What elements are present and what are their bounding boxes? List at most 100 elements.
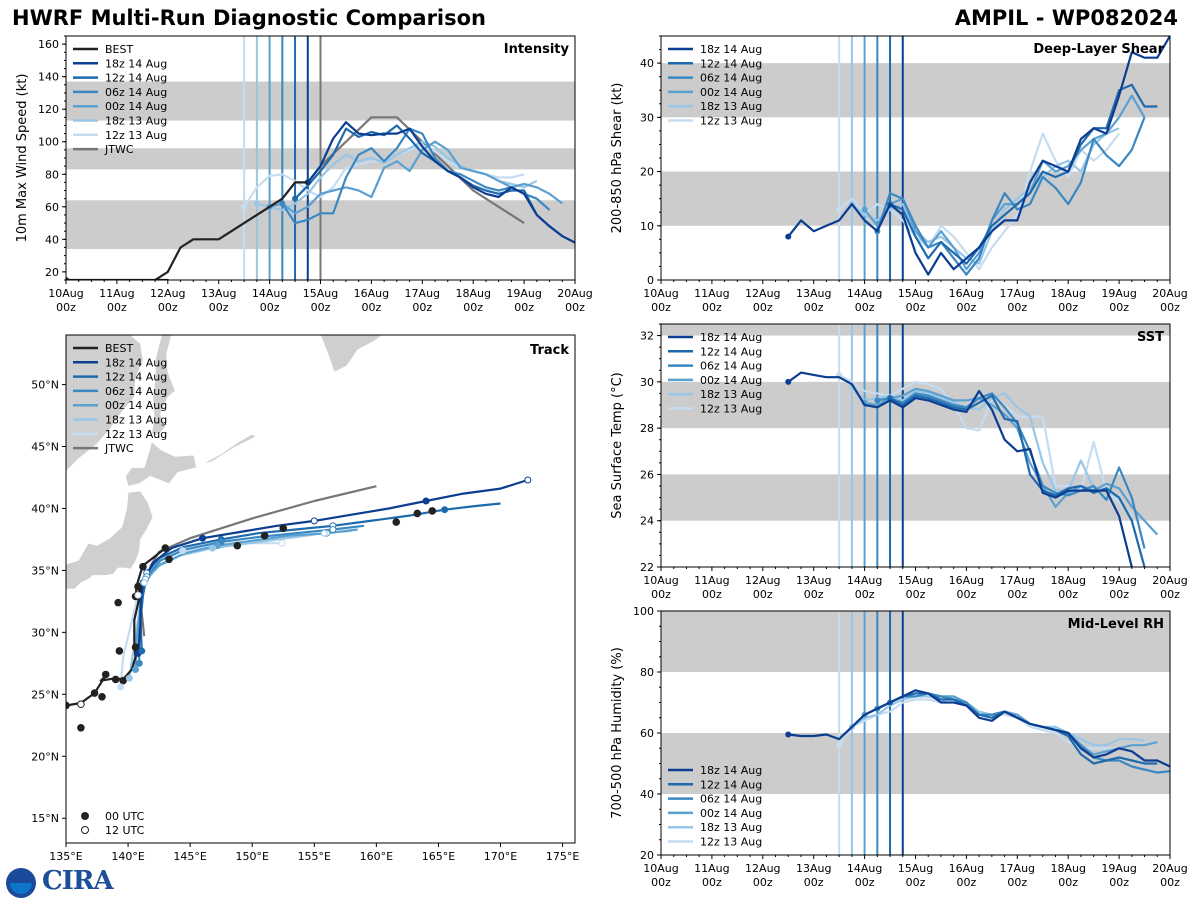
- track-legend-label: BEST: [105, 342, 133, 355]
- track-y-tick-label: 40°N: [31, 502, 59, 515]
- land-shape: [151, 335, 176, 435]
- shear-x-tick-label: 15Aug: [898, 287, 933, 300]
- sst-x-tick-label: 12Aug: [745, 574, 780, 587]
- track-y-tick-label: 45°N: [31, 441, 59, 454]
- track-position-marker: [134, 582, 142, 591]
- sst-legend-label: 06z 14 Aug: [700, 360, 762, 373]
- shear-x-tick-label-hour: 00z: [1160, 301, 1180, 314]
- intensity-x-tick-label-hour: 00z: [158, 301, 178, 314]
- track-position-marker: [115, 647, 124, 655]
- shear-x-tick-label: 13Aug: [796, 287, 831, 300]
- rh-y-axis-label: 700-500 hPa Humidity (%): [610, 647, 625, 819]
- rh-x-tick-label-hour: 00z: [855, 876, 875, 889]
- track-position-marker: [428, 507, 437, 515]
- track-position-marker: [392, 518, 401, 526]
- track-position-marker: [441, 506, 449, 514]
- intensity-init-point: [66, 277, 69, 280]
- track-position-marker: [134, 591, 142, 599]
- rh-x-tick-label-hour: 00z: [957, 876, 977, 889]
- shear-x-tick-label-hour: 00z: [1007, 301, 1027, 314]
- shear-legend-label: 06z 14 Aug: [700, 72, 762, 85]
- intensity-y-tick-label: 120: [38, 103, 59, 116]
- intensity-x-tick-label: 20Aug: [557, 287, 592, 300]
- track-x-tick-label: 145°E: [173, 850, 206, 863]
- sst-x-tick-label-hour: 00z: [804, 588, 824, 601]
- intensity-series-06z-14-aug: [281, 127, 551, 225]
- marker-legend-symbol: [81, 812, 89, 820]
- page-title: HWRF Multi-Run Diagnostic Comparison: [12, 6, 487, 30]
- sst-x-tick-label: 17Aug: [1000, 574, 1035, 587]
- track-y-tick-label: 25°N: [31, 688, 59, 701]
- track-x-tick-label: 140°E: [111, 850, 144, 863]
- rh-y-tick-label: 60: [640, 727, 654, 740]
- track-y-tick-label: 15°N: [31, 812, 59, 825]
- sst-panel-label: SST: [1137, 330, 1164, 345]
- track-frame: [65, 334, 576, 844]
- sst-series-18z-13-aug: [851, 385, 1133, 522]
- rh-band: [661, 611, 1170, 672]
- sst-legend-label: 12z 14 Aug: [700, 345, 762, 358]
- sst-y-axis-label: Sea Surface Temp (°C): [610, 372, 625, 519]
- track-position-marker: [139, 562, 147, 571]
- cira-logo-icon: CIRA: [42, 866, 114, 896]
- sst-y-tick-label: 28: [640, 422, 654, 435]
- intensity-y-tick-label: 40: [45, 233, 59, 246]
- track-position-marker: [413, 509, 422, 518]
- rh-x-tick-label: 11Aug: [694, 862, 729, 875]
- sst-band: [661, 324, 1170, 336]
- shear-x-tick-label-hour: 00z: [753, 301, 773, 314]
- rh-x-tick-label-hour: 00z: [1160, 876, 1180, 889]
- intensity-x-tick-label-hour: 00z: [311, 301, 331, 314]
- intensity-legend-label: 18z 14 Aug: [105, 57, 167, 70]
- track-panel: 135°E 140°E 145°E 150°E 155°E 160°E 165°E 170°E…: [31, 334, 579, 863]
- sst-x-tick-label-hour: 00z: [651, 588, 671, 601]
- track-position-marker: [278, 539, 286, 547]
- sst-x-tick-label-hour: 00z: [702, 588, 722, 601]
- track-position-marker: [422, 497, 430, 505]
- sst-x-tick-label-hour: 00z: [906, 588, 926, 601]
- track-position-marker: [131, 643, 140, 652]
- track-x-tick-label: 175°E: [546, 850, 579, 863]
- track-x-tick-label: 150°E: [235, 850, 268, 863]
- rh-band: [661, 733, 1170, 794]
- track-position-marker: [77, 723, 85, 732]
- sst-x-tick-label-hour: 00z: [1160, 588, 1180, 601]
- track-position-marker: [310, 517, 318, 525]
- rh-x-tick-label-hour: 00z: [804, 876, 824, 889]
- rh-legend-label: 06z 14 Aug: [700, 793, 762, 806]
- intensity-x-tick-label: 14Aug: [252, 287, 287, 300]
- shear-x-tick-label-hour: 00z: [1058, 301, 1078, 314]
- track-legend-label: 18z 13 Aug: [105, 414, 167, 427]
- intensity-panel-label: Intensity: [504, 42, 570, 57]
- shear-x-tick-label: 12Aug: [745, 287, 780, 300]
- sst-x-tick-label: 18Aug: [1050, 574, 1085, 587]
- intensity-x-tick-label-hour: 00z: [107, 301, 127, 314]
- rh-x-tick-label: 20Aug: [1152, 862, 1187, 875]
- track-position-marker: [98, 692, 106, 701]
- shear-init-point: [785, 233, 792, 240]
- rh-x-tick-label: 15Aug: [898, 862, 933, 875]
- intensity-x-tick-label: 12Aug: [150, 287, 185, 300]
- intensity-x-tick-label-hour: 00z: [56, 301, 76, 314]
- marker-legend-symbol: [81, 826, 89, 834]
- intensity-legend-label: 06z 14 Aug: [105, 86, 167, 99]
- track-position-marker: [279, 524, 288, 533]
- sst-x-tick-label: 13Aug: [796, 574, 831, 587]
- sst-legend-label: 00z 14 Aug: [700, 374, 762, 387]
- track-x-tick-label: 170°E: [484, 850, 517, 863]
- intensity-x-tick-label: 18Aug: [455, 287, 490, 300]
- shear-y-tick-label: 20: [640, 166, 654, 179]
- intensity-init-point: [241, 203, 248, 210]
- shear-y-tick-label: 30: [640, 111, 654, 124]
- intensity-legend-label: 12z 13 Aug: [105, 129, 167, 142]
- sst-init-point: [785, 378, 792, 385]
- sst-x-tick-label-hour: 00z: [1058, 588, 1078, 601]
- track-legend-label: 18z 14 Aug: [105, 356, 167, 369]
- sst-x-tick-label: 15Aug: [898, 574, 933, 587]
- intensity-x-tick-label-hour: 00z: [565, 301, 585, 314]
- track-position-marker: [161, 544, 170, 552]
- shear-legend-label: 12z 13 Aug: [700, 115, 762, 128]
- track-x-tick-label: 135°E: [49, 850, 82, 863]
- track-y-tick-label: 20°N: [31, 750, 59, 763]
- shear-y-tick-label: 10: [640, 220, 654, 233]
